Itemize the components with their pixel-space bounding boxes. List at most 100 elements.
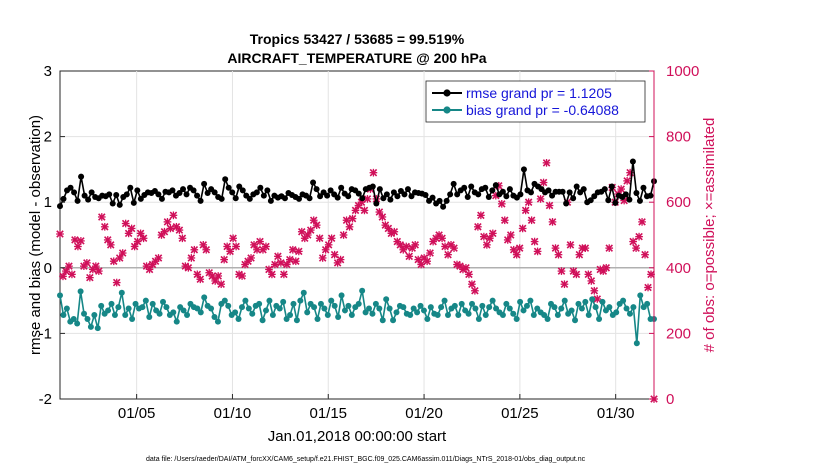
y-tick-label: 0: [44, 260, 52, 277]
bias-point: [197, 309, 204, 316]
obs-count-marker: [444, 250, 452, 259]
obs-count-marker: [83, 259, 91, 267]
bias-point: [108, 300, 115, 307]
rmse-point: [239, 187, 246, 194]
obs-count-marker: [285, 255, 294, 264]
rmse-point: [116, 201, 123, 208]
bias-point: [475, 315, 482, 322]
bias-point: [115, 304, 122, 311]
bias-point: [111, 312, 118, 319]
obs-count-marker: [342, 216, 351, 225]
bias-point: [568, 307, 575, 314]
rmse-point: [190, 187, 197, 194]
rmse-point: [545, 187, 552, 194]
rmse-point: [60, 195, 67, 202]
rmse-point: [443, 197, 450, 204]
obs-count-marker: [512, 250, 521, 259]
obs-count-marker: [524, 198, 533, 207]
bias-point: [503, 300, 510, 307]
bias-point: [575, 300, 582, 307]
y-right-tick-label: 200: [666, 325, 691, 342]
bias-point: [379, 317, 386, 324]
bias-point: [644, 300, 651, 307]
rmse-point: [67, 184, 74, 191]
obs-count-marker: [65, 262, 73, 270]
bias-point: [592, 304, 599, 311]
bias-point: [280, 298, 287, 305]
rmse-point: [499, 188, 506, 195]
rmse-point: [81, 192, 88, 199]
rmse-point: [127, 184, 134, 191]
rmse-point: [260, 192, 267, 199]
bias-point: [530, 312, 537, 319]
y-right-tick-label: 0: [666, 391, 674, 408]
bias-point: [74, 320, 81, 327]
y-tick-label: -1: [39, 325, 52, 342]
bias-point: [362, 309, 369, 316]
rmse-point: [317, 193, 324, 200]
y-tick-label: -2: [39, 391, 52, 408]
bias-point: [221, 297, 228, 304]
obs-count-marker: [629, 237, 637, 246]
bias-point: [180, 307, 187, 314]
obs-count-marker: [297, 227, 306, 236]
rmse-point: [197, 197, 204, 204]
bias-point: [311, 304, 318, 311]
rmse-point: [573, 183, 580, 190]
rmse-point: [622, 191, 629, 198]
rmse-point: [485, 193, 492, 200]
obs-count-marker: [518, 224, 527, 233]
rmse-point: [461, 184, 468, 191]
rmse-point: [201, 180, 208, 187]
obs-count-marker: [250, 241, 258, 249]
rmse-point: [549, 192, 556, 199]
obs-count-marker: [539, 178, 548, 187]
obs-count-marker: [229, 234, 237, 243]
rmse-point: [454, 191, 461, 198]
bias-point: [98, 302, 105, 309]
obs-count-marker: [560, 280, 569, 289]
rmse-point: [137, 195, 144, 202]
obs-count-marker: [647, 270, 655, 279]
obs-count-marker: [327, 234, 336, 243]
obs-count-marker: [94, 267, 103, 275]
x-tick-label: 01/10: [214, 405, 252, 422]
obs-count-marker: [623, 177, 631, 185]
obs-count-marker: [575, 250, 584, 259]
rmse-point: [218, 195, 225, 202]
bias-point: [314, 315, 321, 322]
bias-point: [376, 305, 383, 312]
bias-point: [359, 287, 366, 294]
obs-count-marker: [548, 218, 557, 226]
y-right-tick-label: 800: [666, 129, 691, 146]
obs-count-marker: [506, 231, 515, 239]
obs-count-marker: [175, 226, 184, 234]
bias-point: [527, 297, 534, 304]
rmse-point: [608, 183, 615, 190]
bias-point: [520, 307, 527, 314]
obs-count-marker: [533, 247, 542, 256]
rmse-point: [387, 196, 394, 203]
ticks-layer: 01/05 01/10 01/15 01/20 01/25 01/30 -2 -1 0 1 2 3 0 2…: [39, 63, 700, 422]
rmse-point: [345, 193, 352, 200]
bias-point: [57, 292, 63, 299]
obs-count-marker: [644, 283, 652, 292]
bias-point: [91, 312, 98, 319]
obs-count-marker: [545, 201, 554, 210]
obs-count-marker: [214, 272, 223, 280]
obs-count-marker: [291, 257, 300, 266]
rmse-point: [109, 200, 116, 207]
bias-point: [517, 298, 524, 305]
rmse-point: [640, 184, 647, 191]
bias-point: [266, 297, 273, 304]
legend: rmse grand pr = 1.1205 bias grand pr = -…: [425, 80, 646, 123]
obs-count-marker: [405, 252, 414, 261]
x-tick-label: 01/05: [118, 405, 156, 422]
y-tick-label: 2: [44, 129, 52, 146]
bias-point: [184, 312, 191, 319]
obs-count-marker: [632, 244, 640, 252]
obs-count-marker: [441, 242, 449, 251]
bias-point: [139, 304, 146, 311]
rmse-point: [380, 195, 387, 202]
obs-count-marker: [536, 195, 545, 203]
